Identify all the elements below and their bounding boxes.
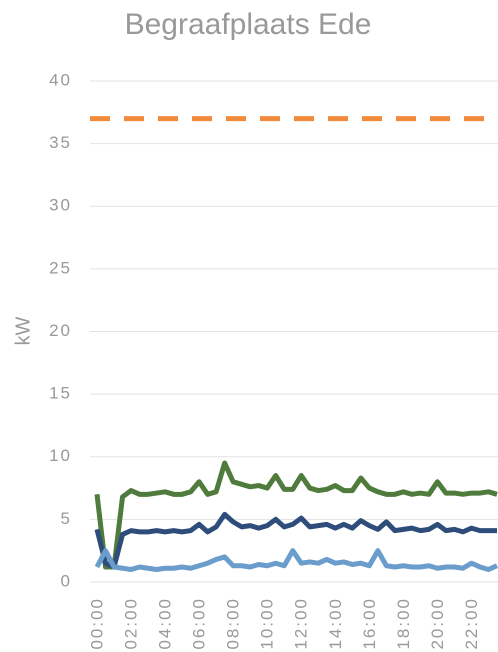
x-tick-label: 06:00	[190, 597, 209, 650]
chart-title: Begraafplaats Ede	[125, 8, 372, 41]
x-tick-label: 16:00	[360, 597, 379, 650]
y-tick-label: 25	[49, 258, 72, 277]
x-tick-label: 12:00	[292, 597, 311, 650]
y-tick-label: 10	[49, 446, 72, 465]
y-tick-label: 20	[49, 321, 72, 340]
series-line	[94, 548, 498, 572]
y-tick-label: 5	[61, 509, 72, 528]
x-tick-label: 04:00	[156, 597, 175, 650]
y-tick-label: 0	[61, 571, 72, 590]
y-tick-label: 15	[49, 384, 72, 403]
series-line	[94, 460, 498, 570]
x-tick-label: 10:00	[258, 597, 277, 650]
y-tick-label: 35	[49, 133, 72, 152]
x-tick-label: 00:00	[87, 597, 106, 650]
y-tick-label: 30	[49, 196, 72, 215]
x-tick-label: 02:00	[122, 597, 141, 650]
x-tick-label: 22:00	[462, 597, 481, 650]
y-tick-label: 40	[49, 70, 72, 89]
x-tick-label: 20:00	[428, 597, 447, 650]
y-axis-label: kW	[12, 316, 34, 345]
x-tick-label: 08:00	[224, 597, 243, 650]
x-tick-label: 18:00	[394, 597, 413, 650]
x-tick-label: 14:00	[326, 597, 345, 650]
series-line	[94, 511, 497, 570]
